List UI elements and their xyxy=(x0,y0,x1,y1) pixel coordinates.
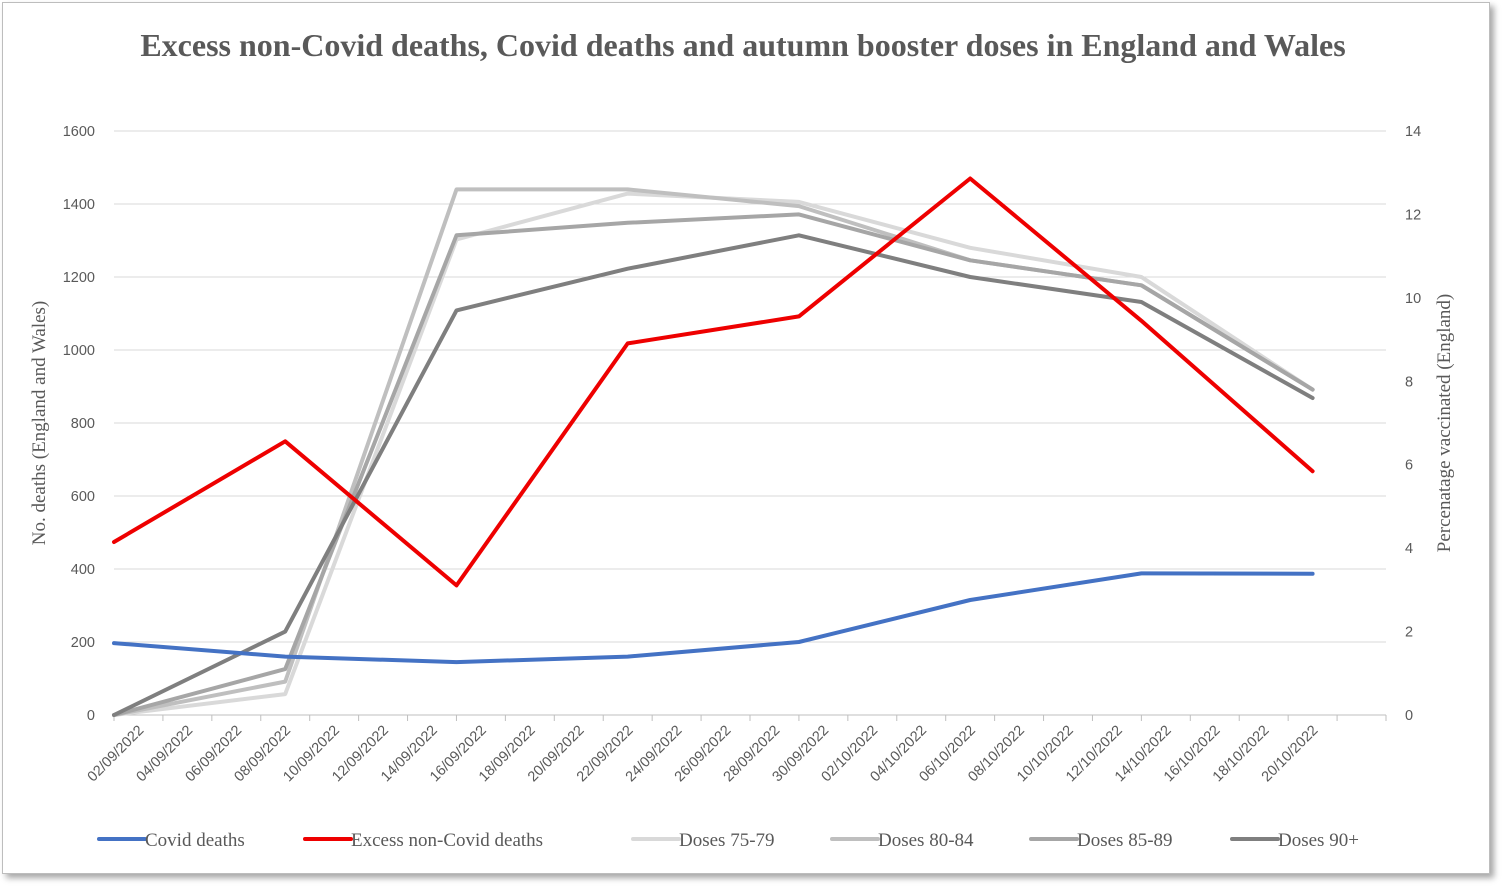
series-line-doses-75-79 xyxy=(112,191,1315,717)
y-left-tick-label: 400 xyxy=(71,562,95,578)
series-line-doses-80-84 xyxy=(112,187,1315,717)
data-series xyxy=(112,176,1315,717)
legend-label: Doses 90+ xyxy=(1278,830,1359,851)
y-right-tick-label: 12 xyxy=(1405,207,1421,223)
y-left-tick-label: 800 xyxy=(71,416,95,432)
y-right-axis-title: Percenatage vaccinated (England) xyxy=(1434,294,1455,552)
y-left-tick-label: 1200 xyxy=(63,270,95,286)
y-right-tick-label: 0 xyxy=(1405,708,1413,724)
legend-label: Doses 85-89 xyxy=(1077,830,1173,851)
gridlines xyxy=(114,130,1386,643)
y-left-tick-label: 1000 xyxy=(63,343,95,359)
y-left-tick-label: 1400 xyxy=(63,197,95,213)
axes: 0 200 400 600 800 1000 1200 1400 1600 0 2 4 6 8 10 12 14… xyxy=(29,124,1455,785)
chart-title: Excess non-Covid deaths, Covid deaths an… xyxy=(140,27,1346,63)
y-right-tick-label: 10 xyxy=(1405,291,1421,307)
chart-frame: Excess non-Covid deaths, Covid deaths an… xyxy=(2,2,1490,874)
legend-label: Doses 75-79 xyxy=(679,830,775,851)
y-left-tick-label: 200 xyxy=(71,635,95,651)
legend-label: Doses 80-84 xyxy=(878,830,974,851)
y-left-axis-title: No. deaths (England and Wales) xyxy=(29,301,50,546)
y-left-tick-label: 0 xyxy=(87,708,95,724)
legend: Covid deaths Excess non-Covid deaths Doses… xyxy=(97,830,1359,851)
y-right-tick-label: 4 xyxy=(1405,541,1413,557)
legend-label: Excess non-Covid deaths xyxy=(351,830,543,851)
chart-plot: 0 200 400 600 800 1000 1200 1400 1600 0 2 4 6 8 10 12 14… xyxy=(29,124,1455,851)
y-right-tick-label: 2 xyxy=(1405,625,1413,641)
y-right-tick-label: 14 xyxy=(1405,124,1421,140)
y-right-tick-label: 8 xyxy=(1405,374,1413,390)
series-line-doses-85-89 xyxy=(112,212,1315,717)
legend-label: Covid deaths xyxy=(145,830,245,851)
series-line-covid-deaths xyxy=(112,571,1315,665)
y-right-tick-label: 6 xyxy=(1405,458,1413,474)
y-left-tick-label: 1600 xyxy=(63,124,95,140)
y-left-tick-label: 600 xyxy=(71,489,95,505)
series-line-excess-non-covid-deaths xyxy=(112,176,1315,588)
